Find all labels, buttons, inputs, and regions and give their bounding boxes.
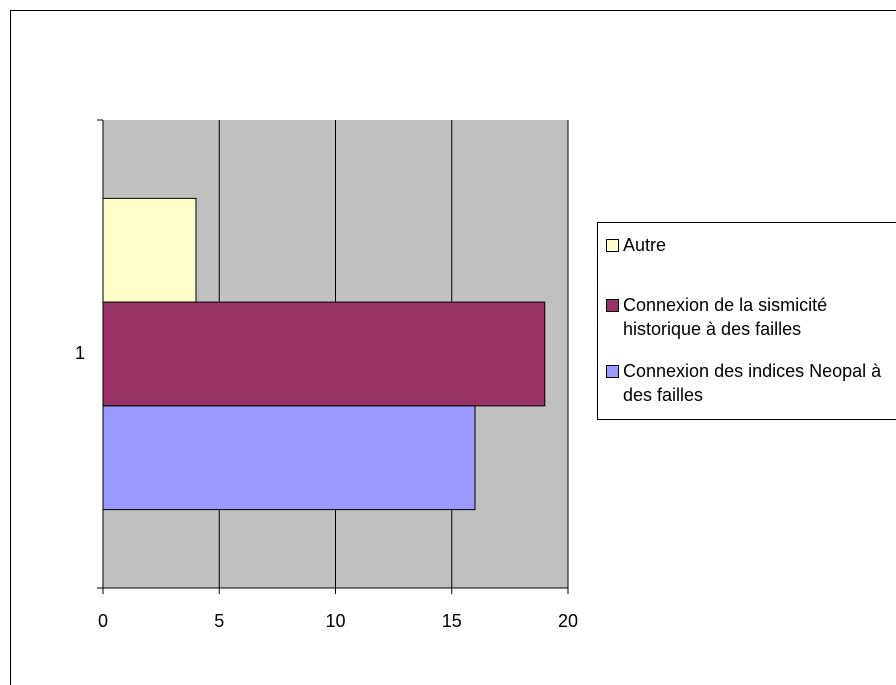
legend-label: Connexion des indices Neopal à des faill… <box>623 361 882 405</box>
bar <box>102 197 197 303</box>
x-tick-label: 5 <box>214 611 224 631</box>
legend-entry: Connexion des indices Neopal à des faill… <box>606 359 891 407</box>
x-tick-label: 0 <box>98 611 108 631</box>
legend-label: Autre <box>623 235 667 255</box>
legend-swatch <box>606 365 619 378</box>
y-tick-label: 1 <box>75 343 85 363</box>
legend-swatch <box>606 239 619 252</box>
legend: Autre Connexion de la sismicité historiqu… <box>597 222 896 420</box>
legend-label: Connexion de la sismicité historique à d… <box>623 295 828 339</box>
legend-swatch <box>606 299 619 312</box>
x-tick-label: 20 <box>558 611 578 631</box>
bar <box>102 301 546 407</box>
legend-entry: Autre <box>606 233 891 257</box>
legend-entry: Connexion de la sismicité historique à d… <box>606 293 891 341</box>
x-tick-label: 10 <box>325 611 345 631</box>
bar <box>102 405 476 511</box>
x-tick-label: 15 <box>442 611 462 631</box>
chart-frame <box>10 10 896 685</box>
